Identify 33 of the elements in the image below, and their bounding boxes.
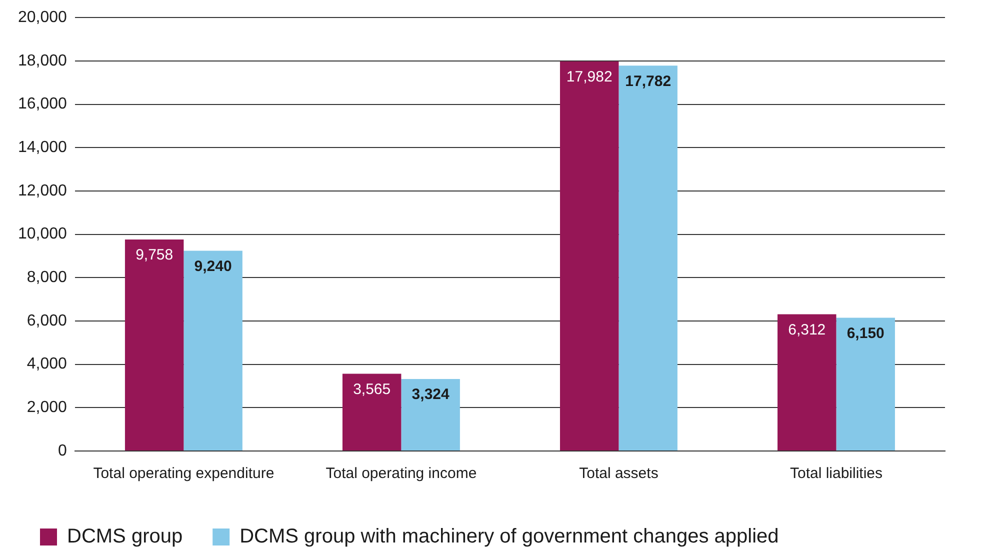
y-tick-label: 12,000 bbox=[18, 182, 68, 200]
y-tick-label: 0 bbox=[58, 442, 68, 460]
y-tick-label: 16,000 bbox=[18, 96, 68, 113]
data-label: 3,565 bbox=[353, 380, 391, 398]
y-tick-label: 18,000 bbox=[18, 52, 68, 70]
legend-label: DCMS group with machinery of government changes applied bbox=[240, 526, 779, 548]
y-tick-label: 20,000 bbox=[18, 9, 68, 26]
bar bbox=[184, 250, 242, 450]
y-tick-label: 8,000 bbox=[26, 269, 68, 286]
data-label: 17,782 bbox=[625, 72, 672, 90]
bar bbox=[836, 318, 895, 450]
x-tick-label: Total operating expenditure bbox=[93, 465, 274, 482]
data-label: 6,312 bbox=[788, 321, 826, 338]
x-tick-label: Total liabilities bbox=[790, 465, 883, 482]
x-tick-label: Total assets bbox=[579, 465, 658, 482]
data-label: 17,982 bbox=[566, 68, 612, 86]
y-tick-label: 6,000 bbox=[26, 312, 68, 330]
y-tick-label: 2,000 bbox=[26, 399, 68, 416]
legend-label: DCMS group bbox=[67, 526, 183, 548]
data-label: 9,758 bbox=[136, 246, 174, 264]
data-label: 6,150 bbox=[846, 324, 884, 342]
y-tick-label: 10,000 bbox=[18, 226, 68, 243]
bar bbox=[342, 374, 402, 450]
x-tick-label: Total operating income bbox=[326, 465, 477, 482]
bar bbox=[778, 314, 836, 450]
bar bbox=[124, 240, 184, 450]
y-tick-label: 14,000 bbox=[18, 139, 68, 156]
data-label: 3,324 bbox=[412, 386, 450, 404]
bar bbox=[401, 378, 460, 450]
bar bbox=[618, 66, 678, 450]
data-label: 9,240 bbox=[194, 258, 232, 275]
y-tick-label: 4,000 bbox=[26, 356, 68, 373]
bar bbox=[560, 61, 619, 450]
